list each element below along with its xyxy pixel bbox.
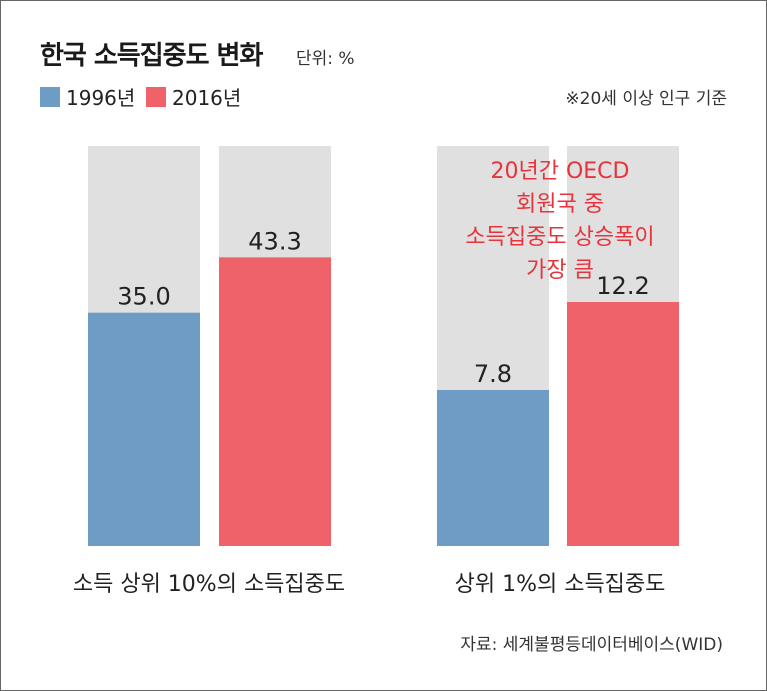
annotation-line: 20년간 OECD bbox=[491, 159, 630, 184]
legend-label-1996: 1996년 bbox=[66, 86, 136, 110]
annotation-line: 가장 큼 bbox=[526, 258, 594, 283]
legend-swatch-1996 bbox=[40, 86, 60, 107]
data-label-top10-2016: 43.3 bbox=[248, 227, 301, 255]
bar-top1-1996 bbox=[437, 390, 549, 546]
population-note: ※20세 이상 인구 기준 bbox=[565, 89, 727, 109]
chart-title: 한국 소득집중도 변화 bbox=[40, 41, 263, 71]
bar-top10-2016 bbox=[219, 257, 331, 546]
category-label-top10: 소득 상위 10%의 소득집중도 bbox=[72, 572, 346, 597]
legend-swatch-2016 bbox=[146, 86, 166, 107]
data-label-top1-2016: 12.2 bbox=[596, 272, 649, 300]
legend-label-2016: 2016년 bbox=[172, 86, 242, 110]
data-label-top10-1996: 35.0 bbox=[117, 283, 170, 311]
data-label-top1-1996: 7.8 bbox=[474, 360, 512, 388]
source-note: 자료: 세계불평등데이터베이스(WID) bbox=[460, 635, 723, 655]
legend-item-2016: 2016년 bbox=[146, 82, 241, 111]
annotation-line: 소득집중도 상승폭이 bbox=[465, 225, 654, 250]
annotation-line: 회원국 중 bbox=[516, 192, 604, 217]
bar-top10-1996 bbox=[88, 312, 200, 546]
unit-label: 단위: % bbox=[296, 49, 355, 69]
bar-top1-2016 bbox=[567, 302, 679, 546]
category-label-top1: 상위 1%의 소득집중도 bbox=[454, 572, 666, 597]
legend-item-1996: 1996년 bbox=[40, 82, 135, 111]
